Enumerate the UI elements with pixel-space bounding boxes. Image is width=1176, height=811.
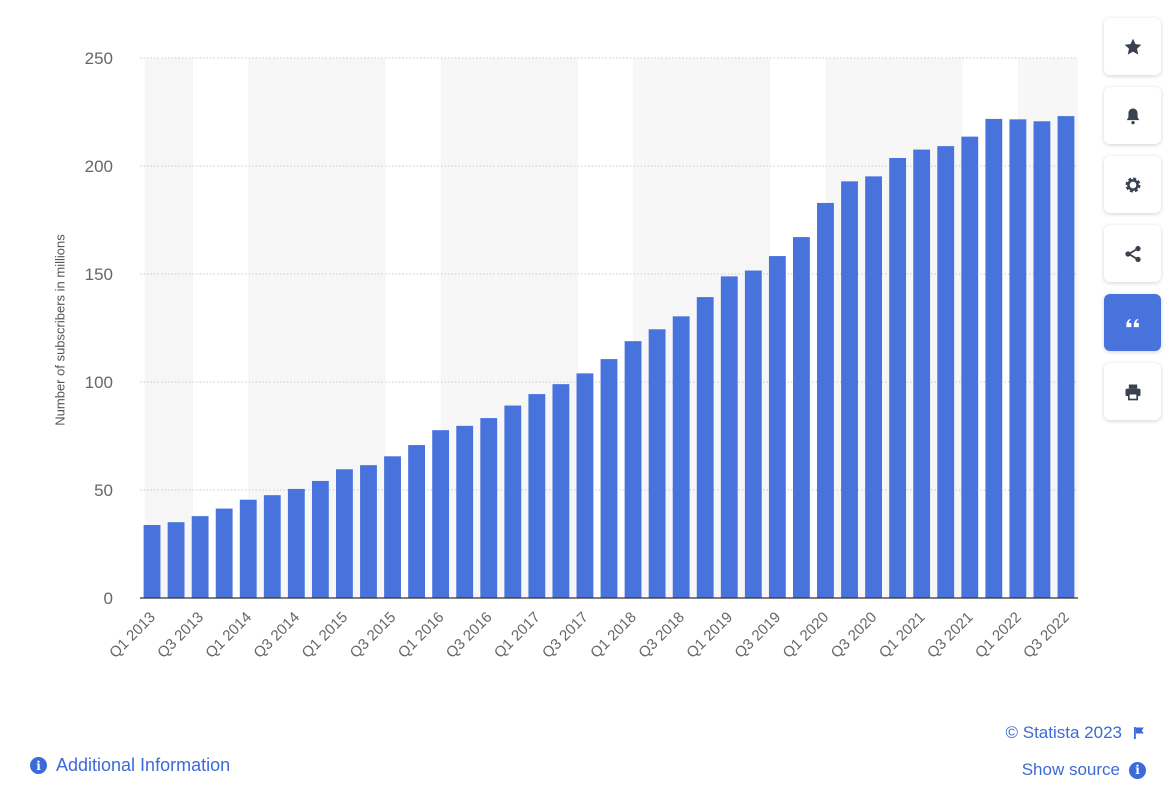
x-tick-label: Q1 2017 xyxy=(491,609,544,662)
y-tick-label: 0 xyxy=(104,589,113,608)
x-tick-label: Q1 2014 xyxy=(202,609,255,662)
show-source-link[interactable]: Show source xyxy=(1021,760,1120,779)
y-tick-label: 150 xyxy=(85,265,113,284)
bar[interactable] xyxy=(215,508,233,598)
bar[interactable] xyxy=(792,237,810,598)
settings-button[interactable] xyxy=(1104,156,1161,213)
bar[interactable] xyxy=(913,149,931,599)
x-tick-label: Q1 2013 xyxy=(106,609,159,662)
x-tick-label: Q1 2020 xyxy=(780,609,833,662)
x-tick-label: Q1 2022 xyxy=(972,609,1025,662)
bar[interactable] xyxy=(648,329,666,598)
x-tick-label: Q1 2018 xyxy=(587,609,640,662)
bar[interactable] xyxy=(263,495,281,598)
bar[interactable] xyxy=(865,176,882,599)
bar[interactable] xyxy=(768,256,786,598)
bar[interactable] xyxy=(504,405,522,598)
bar[interactable] xyxy=(720,276,738,598)
bar[interactable] xyxy=(432,430,450,598)
notification-button[interactable] xyxy=(1104,87,1161,144)
gear-icon xyxy=(1125,177,1140,192)
x-tick-label: Q3 2021 xyxy=(924,609,977,662)
bar[interactable] xyxy=(985,118,1003,599)
x-tick-label: Q3 2013 xyxy=(154,609,207,662)
bar[interactable] xyxy=(624,341,642,598)
x-tick-label: Q1 2015 xyxy=(299,609,352,662)
bar[interactable] xyxy=(239,499,257,598)
x-tick-label: Q3 2016 xyxy=(443,609,496,662)
bar[interactable] xyxy=(672,316,690,598)
bar[interactable] xyxy=(1033,121,1051,599)
toolbar xyxy=(1104,18,1161,432)
x-tick-label: Q3 2020 xyxy=(828,609,881,662)
bar[interactable] xyxy=(311,480,329,598)
x-tick-label: Q1 2016 xyxy=(395,609,448,662)
favorite-button[interactable] xyxy=(1104,18,1161,75)
bar[interactable] xyxy=(360,465,377,598)
additional-information-label[interactable]: Additional Information xyxy=(56,755,231,775)
bar[interactable] xyxy=(143,524,161,598)
share-button[interactable] xyxy=(1104,225,1161,282)
bar[interactable] xyxy=(552,384,570,598)
bar[interactable] xyxy=(384,456,401,598)
y-axis-label: Number of subscribers in millions xyxy=(52,234,68,426)
x-tick-label: Q3 2015 xyxy=(347,609,400,662)
y-tick-labels: 0 50 100 150 200 250 xyxy=(85,49,113,608)
bar[interactable] xyxy=(576,373,594,598)
x-tick-label: Q1 2021 xyxy=(876,609,929,662)
y-tick-label: 200 xyxy=(85,157,113,176)
flag-icon xyxy=(1134,727,1144,739)
x-tick-label: Q3 2014 xyxy=(250,609,303,662)
bars xyxy=(143,116,1075,599)
bar[interactable] xyxy=(961,136,979,598)
x-tick-label: Q1 2019 xyxy=(683,609,736,662)
bar[interactable] xyxy=(889,158,907,598)
background-band xyxy=(144,58,193,598)
x-tick-label: Q3 2022 xyxy=(1020,609,1073,662)
y-tick-label: 250 xyxy=(85,49,113,68)
print-button[interactable] xyxy=(1104,363,1161,420)
x-tick-label: Q3 2019 xyxy=(731,609,784,662)
bar[interactable] xyxy=(841,181,858,598)
bar[interactable] xyxy=(1057,116,1075,598)
bar[interactable] xyxy=(696,297,714,598)
bar[interactable] xyxy=(287,488,305,598)
y-tick-label: 50 xyxy=(94,481,113,500)
print-icon xyxy=(1125,384,1140,400)
bar[interactable] xyxy=(480,418,498,598)
star-icon xyxy=(1124,38,1141,55)
bar[interactable] xyxy=(1009,119,1027,599)
bar[interactable] xyxy=(744,270,762,598)
y-tick-label: 100 xyxy=(85,373,113,392)
additional-information-link[interactable]: i Additional Information xyxy=(30,755,230,776)
bar[interactable] xyxy=(408,445,426,598)
share-icon xyxy=(1124,245,1141,262)
quote-icon xyxy=(1125,318,1139,327)
bell-icon xyxy=(1126,108,1139,124)
bar[interactable] xyxy=(336,469,353,598)
info-icon: i xyxy=(30,757,47,774)
bar[interactable] xyxy=(191,516,209,598)
cite-button[interactable] xyxy=(1104,294,1161,351)
bar[interactable] xyxy=(167,522,185,598)
info-icon: i xyxy=(1129,761,1146,779)
footer-right: © Statista 2023 Show source i xyxy=(1006,721,1147,782)
bar[interactable] xyxy=(456,425,474,598)
bar[interactable] xyxy=(600,359,618,598)
bar[interactable] xyxy=(937,146,955,599)
bar[interactable] xyxy=(817,202,834,598)
x-tick-label: Q3 2018 xyxy=(635,609,688,662)
copyright-text[interactable]: © Statista 2023 xyxy=(1005,723,1123,742)
show-source-row[interactable]: Show source i xyxy=(1006,758,1146,782)
x-tick-label: Q3 2017 xyxy=(539,609,592,662)
copyright-row[interactable]: © Statista 2023 xyxy=(1006,721,1147,745)
bar[interactable] xyxy=(528,394,546,598)
